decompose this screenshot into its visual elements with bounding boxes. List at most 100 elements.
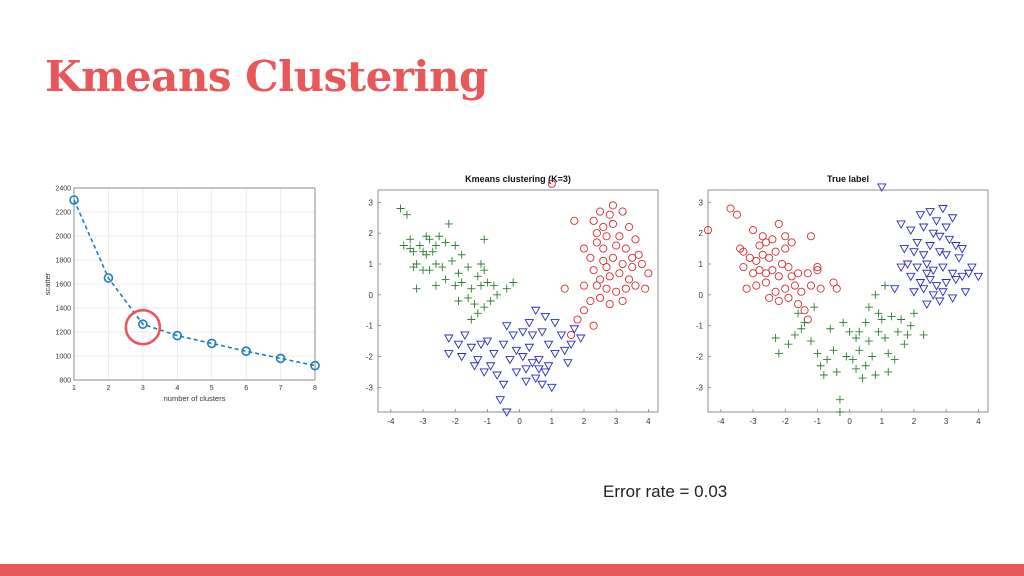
circle-point bbox=[781, 284, 790, 293]
circle-point bbox=[596, 293, 605, 302]
circle-point bbox=[612, 287, 621, 296]
circle-point bbox=[790, 281, 799, 290]
error-rate-text: Error rate = 0.03 bbox=[603, 482, 728, 501]
circle-point bbox=[596, 275, 605, 284]
x-tick-label: 3 bbox=[944, 417, 949, 426]
x-tick-label: -1 bbox=[484, 417, 492, 426]
circle-point bbox=[644, 269, 653, 278]
circle-point bbox=[768, 266, 777, 275]
circle-point bbox=[761, 278, 770, 287]
plus-point bbox=[774, 349, 783, 358]
circle-point bbox=[726, 204, 735, 213]
circle-point bbox=[742, 284, 751, 293]
y-tick-label: -2 bbox=[366, 353, 374, 362]
plus-point bbox=[451, 281, 460, 290]
triangle-point bbox=[909, 248, 919, 257]
circle-point bbox=[631, 281, 640, 290]
triangle-point bbox=[547, 383, 557, 393]
plus-point bbox=[464, 263, 473, 272]
plus-point bbox=[819, 371, 828, 379]
triangle-point bbox=[931, 217, 942, 226]
plus-point bbox=[864, 303, 873, 312]
plus-point bbox=[489, 281, 498, 290]
x-tick-label: -2 bbox=[782, 417, 790, 426]
plus-point bbox=[451, 241, 460, 250]
plus-point bbox=[467, 284, 476, 293]
triangle-point bbox=[540, 312, 551, 322]
triangle-point bbox=[530, 306, 541, 316]
circle-point bbox=[547, 179, 556, 188]
plus-point bbox=[409, 263, 418, 272]
y-tick-label: 3 bbox=[699, 198, 704, 207]
circle-point bbox=[615, 232, 624, 241]
triangle-point bbox=[476, 340, 486, 350]
elbow-chart: 1 2 3 4 5 6 7 8 800 1000 1200 1400 1600 1800 2000 2200 2… bbox=[43, 186, 320, 403]
circle-point bbox=[618, 207, 627, 216]
circle-point bbox=[768, 235, 777, 244]
circle-point bbox=[608, 201, 617, 210]
triangle-point bbox=[518, 328, 528, 337]
circle-point bbox=[806, 281, 816, 290]
triangle-point bbox=[495, 396, 506, 405]
triangle-point bbox=[928, 229, 939, 239]
triangle-point bbox=[957, 272, 968, 282]
circle-point bbox=[599, 222, 608, 232]
triangle-point bbox=[489, 349, 499, 359]
circle-point bbox=[599, 256, 608, 265]
circle-point bbox=[794, 300, 803, 309]
plot-frame bbox=[377, 189, 659, 413]
plus-point bbox=[438, 263, 447, 272]
x-tick-label: 3 bbox=[614, 417, 619, 426]
circle-point bbox=[761, 238, 770, 247]
plus-point bbox=[476, 260, 485, 268]
y-tick-label: 2200 bbox=[55, 210, 71, 217]
plus-point bbox=[480, 235, 489, 244]
y-tick-label: 2 bbox=[699, 229, 704, 238]
x-tick-label: -4 bbox=[387, 417, 395, 426]
triangle-point bbox=[889, 285, 900, 294]
plus-point bbox=[823, 355, 832, 364]
plus-point bbox=[842, 352, 851, 361]
circle-point bbox=[803, 269, 812, 278]
x-tick-label: 8 bbox=[313, 385, 317, 392]
plot-frame bbox=[73, 187, 316, 381]
y-tick-label: 1400 bbox=[55, 306, 71, 313]
triangle-point bbox=[938, 205, 948, 214]
data-point bbox=[138, 319, 148, 329]
y-tick-label: 2000 bbox=[55, 234, 71, 241]
circle-point bbox=[736, 244, 745, 253]
plus-point bbox=[816, 361, 825, 370]
triangle-point bbox=[912, 238, 922, 248]
x-tick-label: 4 bbox=[976, 417, 981, 426]
triangle-point bbox=[960, 288, 971, 297]
plus-point bbox=[881, 334, 890, 342]
plus-point bbox=[903, 330, 912, 339]
circle-point bbox=[618, 296, 627, 306]
x-axis-label: number of clusters bbox=[164, 394, 226, 403]
triangle-point bbox=[877, 183, 887, 192]
triangle-point bbox=[928, 266, 939, 276]
circle-point bbox=[592, 281, 601, 290]
y-axis-label: scatter bbox=[43, 272, 52, 295]
plus-point bbox=[887, 312, 896, 321]
plus-point bbox=[852, 334, 861, 342]
triangle-point bbox=[947, 269, 958, 279]
plus-point bbox=[402, 210, 411, 219]
circle-point bbox=[612, 241, 621, 250]
x-tick-label: 0 bbox=[517, 417, 522, 426]
circle-point bbox=[758, 232, 767, 241]
triangle-point bbox=[928, 291, 939, 300]
x-tick-label: 7 bbox=[279, 385, 283, 392]
plus-point bbox=[919, 330, 928, 339]
x-tick-label: 0 bbox=[847, 417, 852, 426]
triangle-point bbox=[954, 254, 964, 263]
plus-point bbox=[422, 232, 431, 241]
circle-point bbox=[784, 293, 793, 302]
circle-point bbox=[758, 250, 767, 259]
data-point bbox=[172, 330, 183, 341]
triangle-point bbox=[947, 214, 958, 223]
triangle-point bbox=[925, 208, 935, 217]
plus-point bbox=[797, 324, 806, 333]
triangle-point bbox=[915, 279, 926, 288]
plus-point bbox=[454, 297, 463, 305]
